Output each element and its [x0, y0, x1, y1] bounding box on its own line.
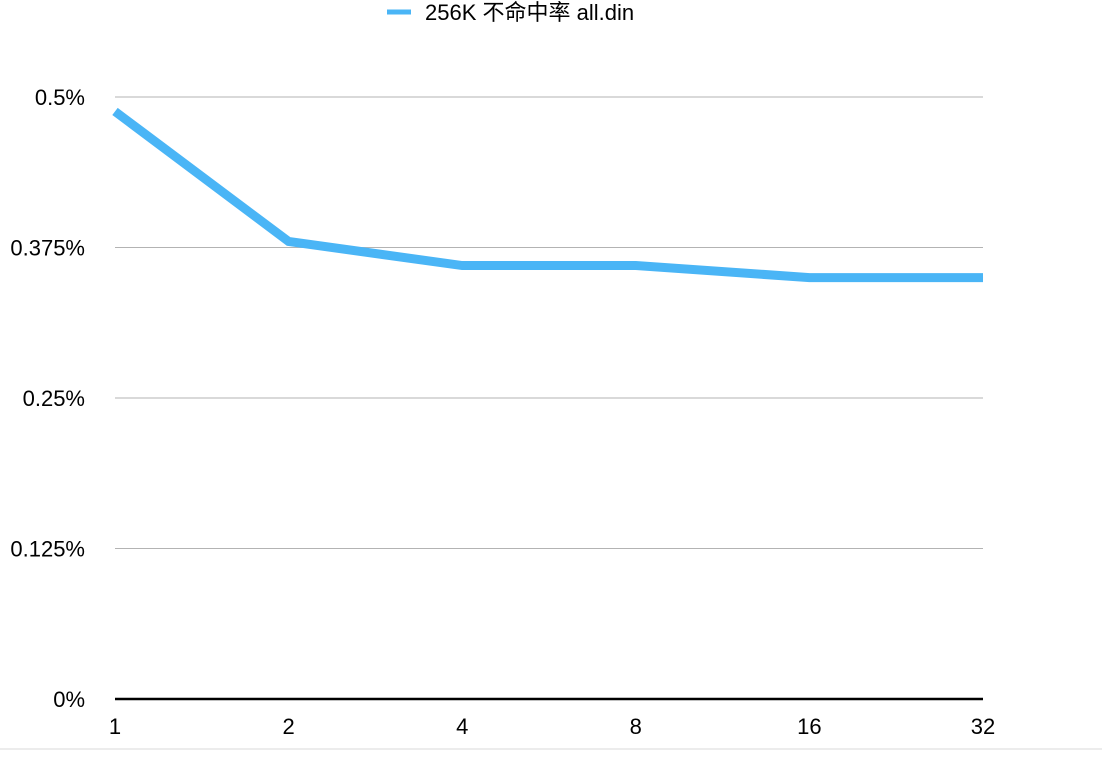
legend-label: 256K 不命中率 all.din: [425, 0, 634, 25]
y-tick-label: 0.125%: [10, 537, 85, 562]
x-axis: 1 2 4 8 16 32: [109, 697, 995, 739]
x-tick-label: 16: [797, 714, 821, 739]
series-layer: [112, 107, 984, 283]
legend: 256K 不命中率 all.din: [387, 0, 634, 25]
y-axis: 0% 0.125% 0.25% 0.375% 0.5%: [10, 85, 85, 712]
y-tick-label: 0.25%: [23, 386, 85, 411]
y-tick-label: 0.375%: [10, 236, 85, 261]
gridlines: [115, 96, 983, 549]
x-tick-label: 2: [282, 714, 294, 739]
series-line: [112, 107, 983, 283]
x-tick-label: 1: [109, 714, 121, 739]
y-tick-label: 0%: [53, 687, 85, 712]
x-tick-label: 4: [456, 714, 468, 739]
x-tick-label: 8: [630, 714, 642, 739]
x-tick-label: 32: [971, 714, 995, 739]
y-tick-label: 0.5%: [35, 85, 85, 110]
